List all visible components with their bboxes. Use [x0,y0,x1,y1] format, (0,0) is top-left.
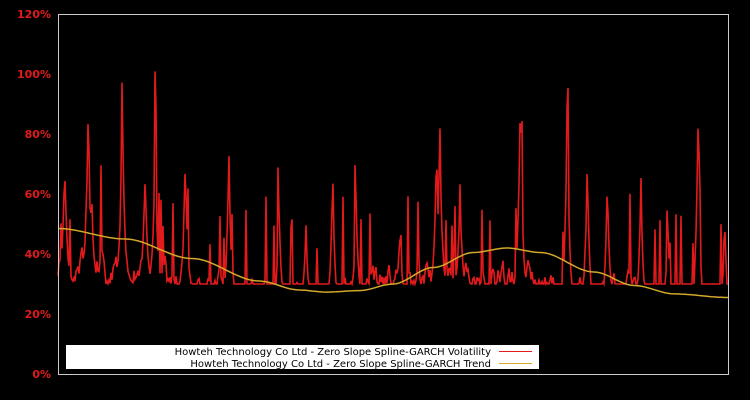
legend-box [66,345,539,369]
trend-series-line [57,227,728,299]
y-tick-label: 100% [17,68,51,81]
legend-label-trend: Howteh Technology Co Ltd - Zero Slope Sp… [190,359,491,370]
y-tick-label: 0% [32,368,51,381]
plot-area [57,71,728,299]
y-axis-ticks: 0% 20% 40% 60% 80% 100% 120% [17,8,51,381]
legend-label-volatility: Howteh Technology Co Ltd - Zero Slope Sp… [175,347,492,358]
legend: Howteh Technology Co Ltd - Zero Slope Sp… [66,345,539,370]
y-tick-label: 80% [25,128,51,141]
y-tick-label: 60% [25,188,51,201]
plot-frame [58,14,729,375]
y-tick-label: 40% [25,248,51,261]
y-tick-label: 120% [17,8,51,21]
y-tick-label: 20% [25,308,51,321]
